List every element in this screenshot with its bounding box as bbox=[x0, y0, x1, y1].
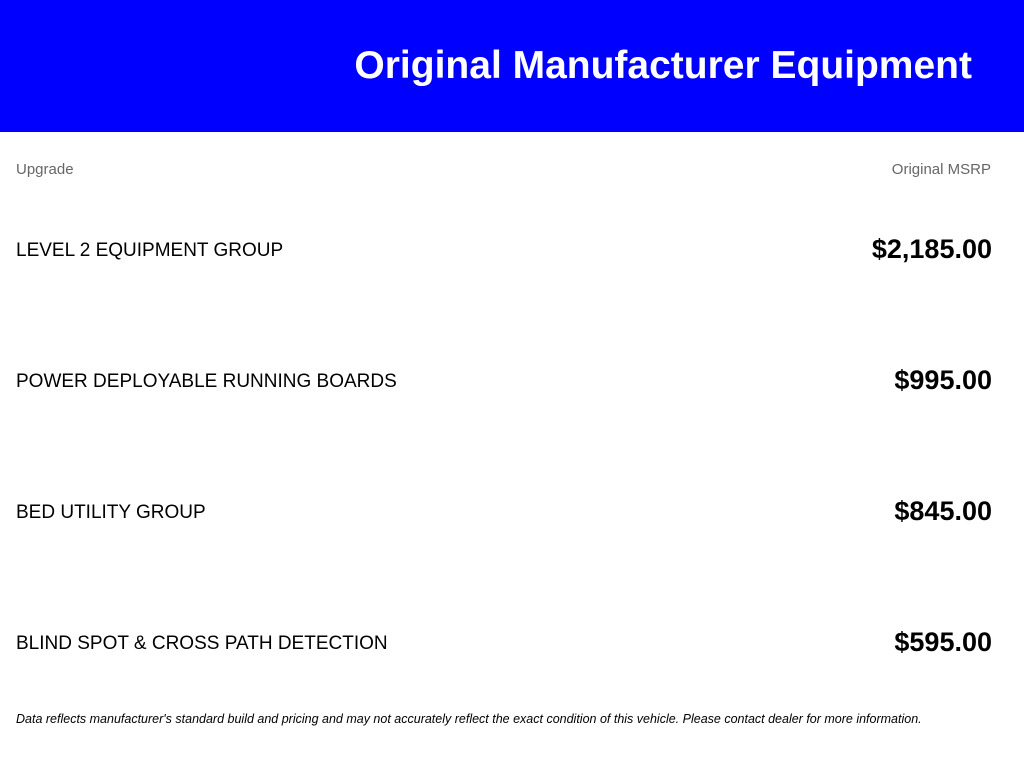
header-banner: Original Manufacturer Equipment bbox=[0, 0, 1024, 132]
column-header-msrp: Original MSRP bbox=[891, 161, 991, 178]
upgrade-name: BED UTILITY GROUP bbox=[16, 502, 206, 523]
upgrade-price: $2,185.00 bbox=[871, 234, 992, 264]
page-title: Original Manufacturer Equipment bbox=[354, 44, 972, 87]
upgrade-price: $845.00 bbox=[894, 496, 992, 526]
upgrade-name: POWER DEPLOYABLE RUNNING BOARDS bbox=[16, 371, 397, 392]
upgrade-price: $995.00 bbox=[894, 365, 992, 395]
upgrade-name: LEVEL 2 EQUIPMENT GROUP bbox=[16, 240, 284, 261]
upgrade-price: $595.00 bbox=[894, 627, 992, 657]
upgrade-name: BLIND SPOT & CROSS PATH DETECTION bbox=[16, 633, 388, 654]
column-header-upgrade: Upgrade bbox=[16, 161, 74, 178]
disclaimer: Data reflects manufacturer's standard bu… bbox=[16, 712, 922, 726]
